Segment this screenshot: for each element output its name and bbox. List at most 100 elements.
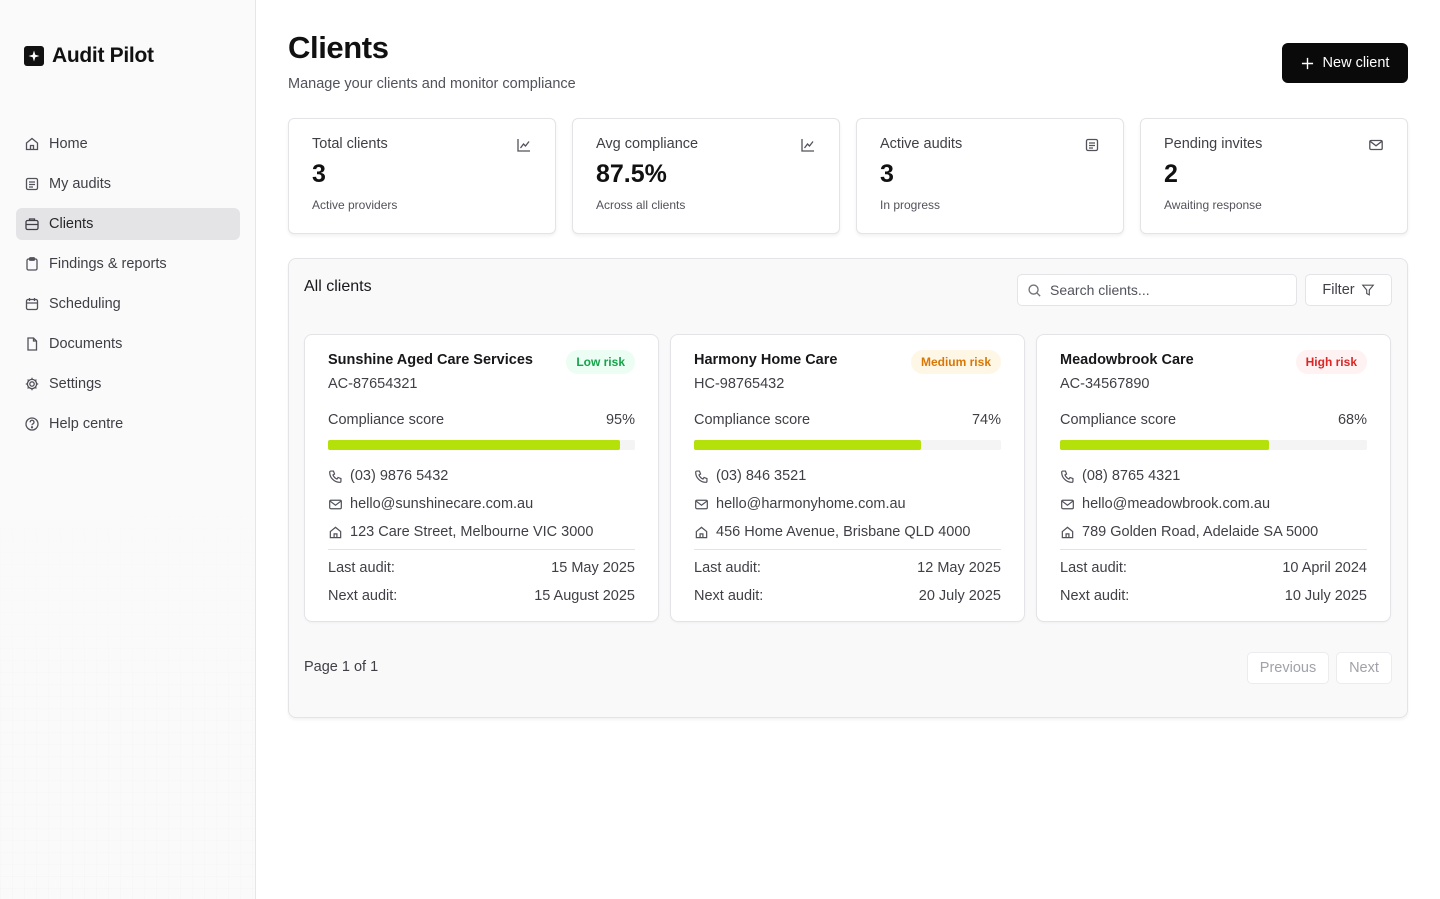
sidebar-item-label: Clients [49,216,94,232]
compliance-bar-fill [694,440,922,450]
client-address: 123 Care Street, Melbourne VIC 3000 [328,524,593,540]
sidebar-item-scheduling[interactable]: Scheduling [16,288,240,320]
page-subtitle: Manage your clients and monitor complian… [288,76,576,92]
sidebar-item-clients[interactable]: Clients [16,208,240,240]
clients-panel: All clients Filter Sunshine Aged Care Se… [288,258,1408,718]
chart-line-icon [801,139,814,152]
sidebar-item-settings[interactable]: Settings [16,368,240,400]
filter-button[interactable]: Filter [1305,274,1392,306]
mail-icon [1369,139,1383,151]
compliance-label: Compliance score [694,412,811,428]
client-email: hello@sunshinecare.com.au [328,496,533,512]
compliance-bar-fill [328,440,620,450]
stat-label: Active audits [880,136,963,152]
phone-number: (03) 846 3521 [716,468,807,484]
filter-icon [1361,284,1375,296]
next-audit-date: 10 July 2025 [1284,588,1367,604]
stat-card-pending-invites: Pending invites 2 Awaiting response [1140,118,1408,234]
risk-badge: Medium risk [910,350,1001,374]
file-icon [27,337,38,351]
stat-note: In progress [880,198,941,212]
stat-note: Across all clients [596,198,686,212]
client-cards: Sunshine Aged Care Services Low risk AC-… [304,334,1391,622]
sidebar-item-home[interactable]: Home [16,128,240,160]
stats-row: Total clients 3 Active providers Avg com… [288,118,1408,234]
sidebar-item-label: Help centre [49,416,124,432]
next-audit-date: 20 July 2025 [918,588,1001,604]
search-input[interactable] [1050,282,1280,298]
stat-label: Pending invites [1164,136,1263,152]
gear-icon [25,377,39,391]
street-address: 789 Golden Road, Adelaide SA 5000 [1082,524,1319,540]
client-email: hello@meadowbrook.com.au [1060,496,1270,512]
sidebar-item-label: Scheduling [49,296,121,312]
compliance-label: Compliance score [328,412,445,428]
sidebar-item-label: Home [49,136,88,152]
last-audit-date: 15 May 2025 [551,560,635,576]
sidebar-nav: Home My audits Clients Findings & report… [16,128,240,448]
home-icon [695,526,708,538]
client-card[interactable]: Sunshine Aged Care Services Low risk AC-… [304,334,659,622]
brand[interactable]: Audit Pilot [24,44,154,68]
sidebar-item-findings-reports[interactable]: Findings & reports [16,248,240,280]
client-phone: (03) 9876 5432 [328,468,448,484]
last-audit-label: Last audit: [328,560,395,576]
risk-badge: Low risk [566,350,635,374]
logo-icon [24,46,44,66]
risk-badge: High risk [1295,350,1367,374]
page-title: Clients [288,30,389,65]
client-phone: (03) 846 3521 [694,468,806,484]
next-audit-date: 15 August 2025 [534,588,635,604]
home-icon [1061,526,1074,538]
stat-label: Avg compliance [596,136,699,152]
sidebar-item-my-audits[interactable]: My audits [16,168,240,200]
pagination-info: Page 1 of 1 [304,659,379,675]
phone-icon [1061,469,1074,483]
compliance-row: Compliance score 74% [694,412,1001,428]
search-icon [1028,283,1041,297]
client-id: AC-87654321 [328,376,418,392]
sidebar-item-help-centre[interactable]: Help centre [16,408,240,440]
next-audit-label: Next audit: [1060,588,1130,604]
mail-icon [329,499,342,509]
previous-page-button[interactable]: Previous [1247,652,1329,684]
sidebar-item-label: Findings & reports [49,256,167,272]
sidebar-item-documents[interactable]: Documents [16,328,240,360]
next-audit-row: Next audit: 10 July 2025 [1060,588,1367,604]
new-client-label: New client [1322,55,1390,71]
compliance-bar [1060,440,1367,450]
compliance-label: Compliance score [1060,412,1177,428]
new-client-button[interactable]: New client [1282,43,1408,83]
stat-label: Total clients [312,136,388,152]
phone-icon [329,469,342,483]
next-page-button[interactable]: Next [1336,652,1392,684]
main-content: Clients Manage your clients and monitor … [256,0,1440,899]
last-audit-date: 12 May 2025 [917,560,1001,576]
compliance-value: 95% [605,412,635,428]
client-id: HC-98765432 [694,376,785,392]
stat-card-total-clients: Total clients 3 Active providers [288,118,556,234]
stat-card-active-audits: Active audits 3 In progress [856,118,1124,234]
client-name: Harmony Home Care [694,352,838,368]
stat-value: 2 [1164,160,1178,188]
help-circle-icon [25,417,39,431]
compliance-bar-fill [1060,440,1269,450]
filter-label: Filter [1322,282,1355,298]
last-audit-label: Last audit: [1060,560,1127,576]
mail-icon [1061,499,1074,509]
sidebar-item-label: Documents [49,336,123,352]
email-address: hello@meadowbrook.com.au [1082,496,1271,512]
phone-number: (08) 8765 4321 [1082,468,1181,484]
client-id: AC-34567890 [1060,376,1150,392]
sidebar-item-label: My audits [49,176,112,192]
chart-line-icon [517,139,530,152]
stat-value: 3 [312,160,326,188]
client-card[interactable]: Meadowbrook Care High risk AC-34567890 C… [1036,334,1391,622]
next-audit-label: Next audit: [694,588,764,604]
clipboard-icon [26,257,38,271]
search-box[interactable] [1017,274,1297,306]
sidebar-item-label: Settings [49,376,102,392]
stat-value: 87.5% [596,160,667,188]
street-address: 456 Home Avenue, Brisbane QLD 4000 [716,524,971,540]
client-card[interactable]: Harmony Home Care Medium risk HC-9876543… [670,334,1025,622]
